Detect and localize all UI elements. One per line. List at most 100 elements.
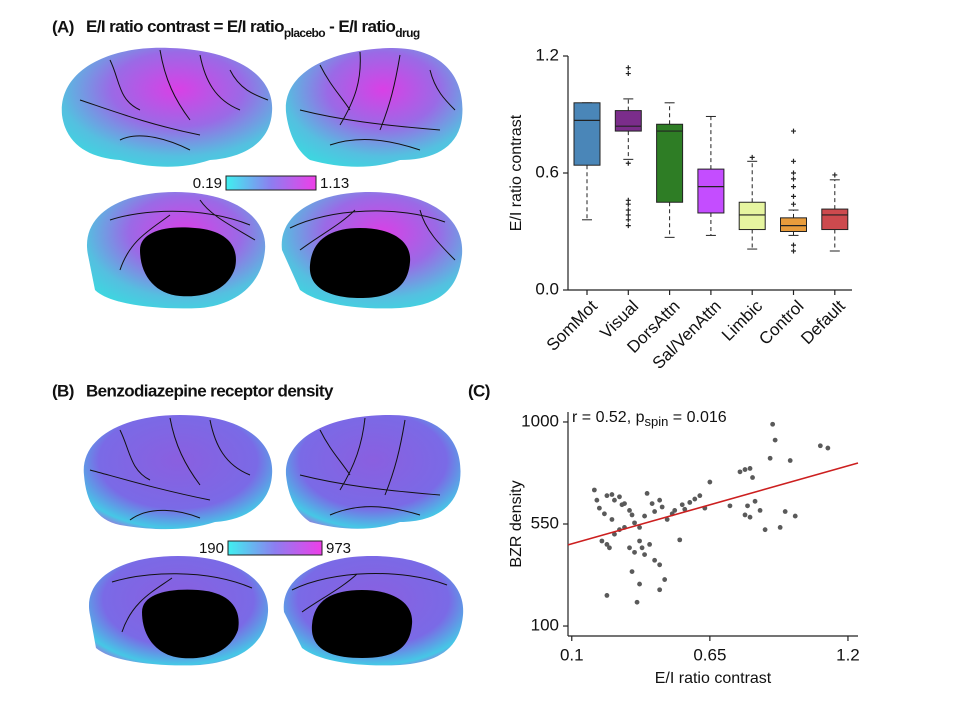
annotation: r = 0.52, pspin = 0.016 [572, 409, 727, 429]
point [612, 531, 617, 537]
x-tick-label: 0.65 [693, 645, 726, 664]
point [762, 527, 768, 533]
colorbar-min: 0.19 [193, 175, 222, 192]
point [767, 455, 773, 461]
point [652, 509, 658, 514]
point [770, 421, 776, 427]
y-tick-label: 1.2 [535, 45, 559, 64]
outlier [625, 223, 631, 229]
x-tick-label: Control [755, 297, 807, 349]
brain-medial-left [86, 192, 266, 309]
box [656, 102, 684, 238]
point [622, 501, 627, 506]
title-sub: drug [395, 26, 420, 40]
point [687, 500, 693, 505]
y-tick-label: 0.0 [535, 279, 559, 298]
point [792, 513, 798, 519]
box [573, 102, 601, 221]
point [752, 498, 758, 504]
point [745, 503, 750, 509]
colorbar-max: 973 [326, 540, 351, 557]
outlier [625, 160, 631, 166]
point [679, 502, 685, 508]
annotation-part: = 0.016 [668, 409, 726, 426]
y-axis-label: BZR density [508, 480, 525, 567]
outlier [625, 65, 631, 71]
box-body [780, 217, 807, 233]
outlier [625, 217, 631, 223]
point [642, 552, 647, 558]
colorbar [225, 175, 317, 191]
panel-title: E/I ratio contrast = E/I ratioplacebo - … [86, 17, 420, 40]
trend-line [567, 462, 859, 546]
brain-lateral-right [285, 47, 463, 167]
brain-medial-right [281, 192, 463, 309]
point [637, 538, 642, 544]
outlier [791, 193, 796, 199]
point [594, 497, 600, 503]
outlier [625, 212, 631, 218]
point [591, 487, 597, 493]
point [629, 569, 635, 575]
point [777, 525, 783, 530]
annotation-part: r = 0.52, p [572, 409, 645, 426]
outlier [791, 176, 796, 182]
point [637, 525, 642, 530]
box [738, 154, 766, 250]
box-body [573, 102, 601, 166]
point [627, 507, 632, 513]
point [637, 581, 642, 587]
y-axis-label: E/I ratio contrast [508, 114, 525, 231]
outlier [625, 207, 631, 213]
point [642, 513, 647, 519]
colorbar-max: 1.13 [320, 175, 349, 192]
point [632, 520, 637, 526]
point [652, 557, 658, 563]
point [692, 496, 698, 502]
point [602, 511, 607, 517]
title-sub: placebo [284, 26, 325, 40]
point [677, 537, 683, 543]
box-body [614, 110, 642, 132]
point [747, 466, 753, 471]
panel-label: (B) [52, 381, 74, 400]
box [697, 115, 725, 236]
point [612, 497, 617, 503]
panel-label: (C) [468, 381, 490, 400]
point [657, 562, 663, 568]
box [821, 172, 849, 252]
brain-medial-right [283, 556, 464, 666]
point [672, 507, 678, 513]
point [644, 490, 650, 496]
point [609, 517, 615, 522]
point [629, 512, 635, 518]
box-body [656, 123, 684, 203]
point [649, 501, 655, 506]
brain-lateral-left [83, 415, 273, 530]
point [647, 542, 653, 547]
point [604, 493, 610, 499]
outlier [791, 201, 796, 207]
box-body [697, 168, 725, 214]
point [817, 443, 823, 449]
panel-label: (A) [52, 17, 74, 36]
outlier [791, 158, 796, 164]
point [737, 469, 743, 475]
outlier [749, 154, 755, 160]
x-tick-label: SomMot [543, 296, 601, 354]
point [757, 507, 763, 513]
x-tick-label: 1.2 [836, 645, 860, 664]
outlier [791, 184, 796, 190]
outlier [832, 172, 838, 178]
title-part: E/I ratio contrast = E/I ratio [86, 17, 284, 36]
outlier [791, 170, 796, 176]
point [657, 497, 663, 503]
outlier [791, 128, 796, 134]
box-body [738, 201, 766, 231]
point [742, 467, 748, 472]
box-body [821, 208, 849, 231]
point [707, 479, 713, 485]
point [697, 493, 703, 499]
point [662, 577, 668, 582]
box [780, 128, 807, 254]
